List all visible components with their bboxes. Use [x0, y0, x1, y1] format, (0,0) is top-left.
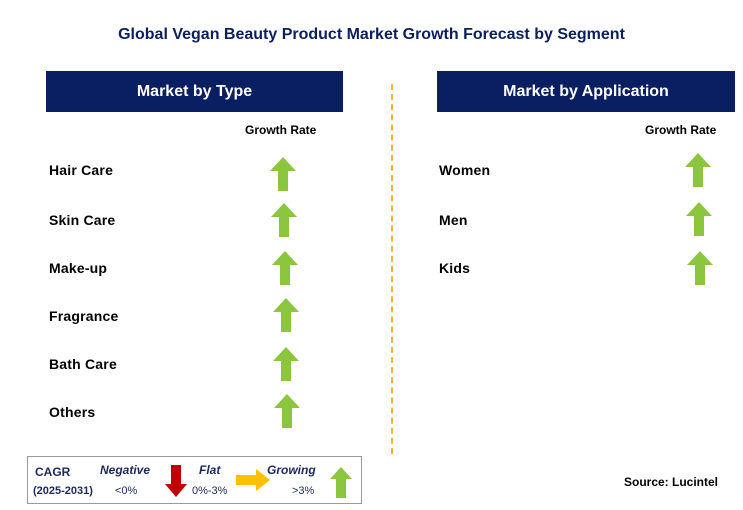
page-title: Global Vegan Beauty Product Market Growt… — [118, 26, 625, 43]
source-credit: Source: Lucintel — [624, 475, 719, 489]
legend-negative-label: Negative — [100, 463, 151, 477]
orange-right-arrow-icon — [236, 469, 270, 491]
legend-cagr-label: CAGR — [35, 465, 71, 479]
type-row-label: Make-up — [49, 260, 108, 276]
application-growth-rate-label: Growth Rate — [645, 123, 717, 137]
green-up-arrow-icon — [270, 157, 296, 191]
type-row-label: Fragrance — [49, 308, 119, 324]
green-up-arrow-icon — [272, 251, 298, 285]
application-row-label: Men — [439, 212, 468, 228]
legend-flat-label: Flat — [199, 463, 221, 477]
cagr-legend: CAGR (2025-2031) Negative <0% Flat 0%-3%… — [27, 456, 362, 504]
type-panel-header: Market by Type — [46, 71, 343, 112]
green-up-arrow-icon — [685, 153, 711, 187]
type-row-label: Skin Care — [49, 212, 116, 228]
legend-growing-range: >3% — [292, 485, 315, 497]
legend-period: (2025-2031) — [33, 485, 93, 497]
green-up-arrow-icon — [273, 298, 299, 332]
type-row-label: Others — [49, 404, 96, 420]
application-row-label: Women — [439, 162, 491, 178]
green-up-arrow-icon — [271, 203, 297, 237]
panel-divider — [391, 84, 393, 454]
green-up-arrow-icon — [330, 467, 352, 498]
green-up-arrow-icon — [687, 251, 713, 285]
legend-flat-range: 0%-3% — [192, 485, 228, 497]
green-up-arrow-icon — [686, 202, 712, 236]
green-up-arrow-icon — [274, 394, 300, 428]
type-row-label: Bath Care — [49, 356, 117, 372]
type-growth-rate-label: Growth Rate — [245, 123, 317, 137]
legend-negative-range: <0% — [115, 485, 138, 497]
green-up-arrow-icon — [273, 347, 299, 381]
type-row-label: Hair Care — [49, 162, 114, 178]
application-panel-header: Market by Application — [437, 71, 735, 112]
legend-growing-label: Growing — [267, 463, 316, 477]
application-row-label: Kids — [439, 260, 471, 276]
red-down-arrow-icon — [165, 465, 187, 497]
